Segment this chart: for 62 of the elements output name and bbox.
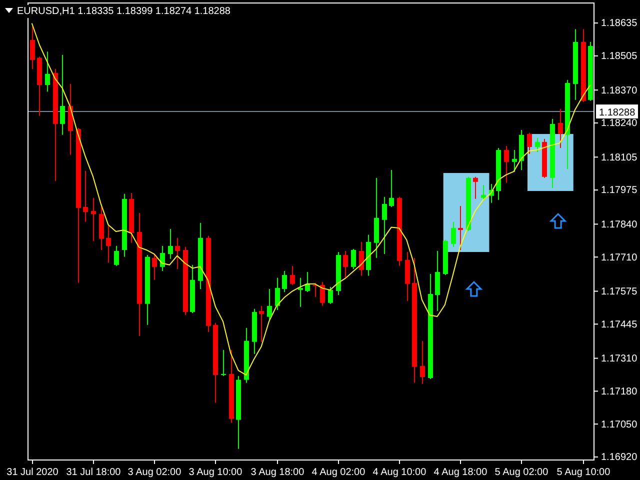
candlestick [30,26,35,70]
candlestick [527,132,532,154]
candlestick [106,225,111,264]
y-tick-label: 1.17575 [601,286,638,298]
candlestick [359,241,364,276]
x-tick-label: 3 Aug 18:00 [250,467,305,478]
candlestick [275,277,280,310]
y-tick-label: 1.17180 [601,386,638,398]
x-tick-label: 3 Aug 10:00 [188,467,243,478]
candlestick [282,270,287,292]
y-tick-label: 1.17445 [601,319,638,330]
candlestick [259,305,264,342]
candlestick [389,170,394,208]
candlestick [512,150,517,173]
x-tick-label: 5 Aug 10:00 [556,467,611,478]
y-tick-label: 1.18105 [601,152,638,164]
x-tick-label: 4 Aug 10:00 [372,467,427,478]
candlestick [114,245,119,266]
candlestick [267,288,272,320]
y-tick-label: 1.17310 [601,353,638,364]
candlestick [435,250,440,312]
y-tick-label: 1.17710 [601,252,638,264]
y-tick-label: 1.17840 [601,219,638,230]
x-tick-label: 31 Jul 18:00 [66,467,122,478]
x-tick-label: 3 Aug 02:00 [128,467,182,478]
candlestick [451,221,456,248]
candlestick [175,237,180,270]
candlestick [382,196,387,255]
y-tick-label: 1.18370 [601,85,638,96]
x-tick-label: 4 Aug 02:00 [312,467,366,478]
y-tick-label: 1.18505 [601,51,638,62]
candlestick [504,145,509,184]
line-series [31,22,591,376]
candlestick [420,340,425,384]
candlestick [60,54,65,136]
candlestick [168,228,173,260]
candlestick [298,277,303,308]
candlestick [45,51,50,92]
y-tick-label: 1.18635 [601,18,638,30]
x-tick-label: 31 Jul 2020 [6,467,59,478]
candlestick [91,197,96,242]
y-tick-label: 1.17050 [601,419,638,430]
candlestick [558,108,563,148]
candlestick [343,250,348,278]
x-tick-label: 4 Aug 18:00 [434,467,488,478]
candlestick [83,170,88,222]
y-tick-label: 1.18240 [601,118,638,130]
chart-title: EURUSD,H1 1.18335 1.18399 1.18274 1.18288 [17,6,231,17]
x-tick-label: 5 Aug 02:00 [494,467,549,478]
candlestick [290,265,295,286]
candlestick [535,137,540,153]
candlestick [473,176,478,200]
ref-line-label: 1.18288 [599,108,636,118]
candlestick [481,184,486,200]
candlestick [221,349,226,376]
candlestick [160,245,165,272]
y-tick-label: 1.16920 [601,452,638,464]
candlestick [328,286,333,304]
candlestick [351,248,356,270]
candlestick [152,254,157,280]
candlestick [458,205,463,250]
y-tick-label: 1.17975 [601,185,638,196]
